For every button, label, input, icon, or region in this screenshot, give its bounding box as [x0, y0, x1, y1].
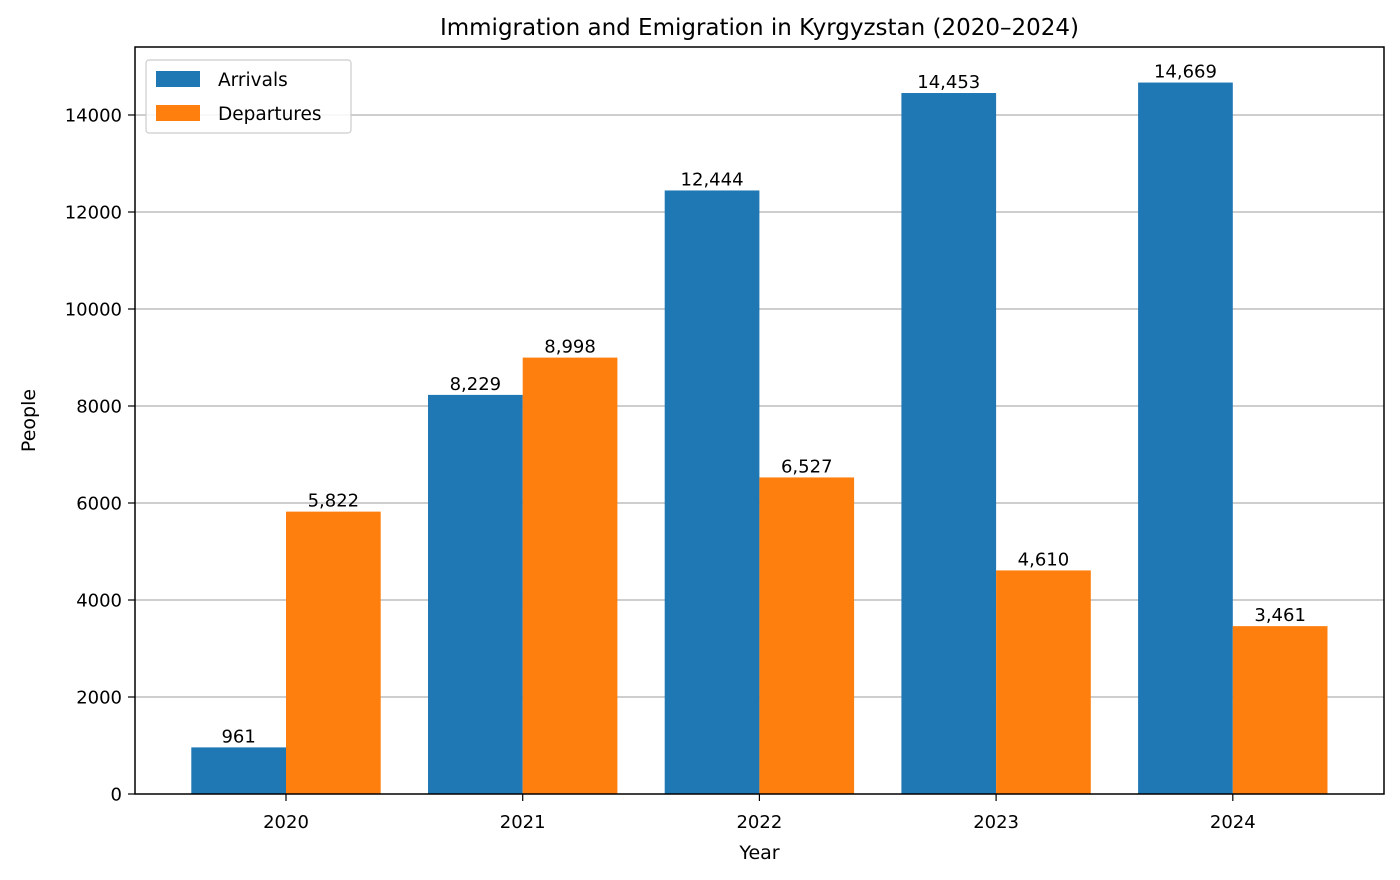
- bar-departures-2023: [996, 570, 1091, 794]
- bar-arrivals-2024: [1138, 82, 1233, 794]
- bar-arrivals-2021: [428, 394, 523, 794]
- legend-swatch-arrivals: [156, 71, 200, 87]
- legend-label-arrivals: Arrivals: [218, 70, 288, 91]
- y-tick-label: 14000: [65, 105, 122, 126]
- data-label-departures-2024: 3,461: [1254, 605, 1306, 626]
- y-tick-label: 0: [111, 785, 122, 806]
- data-label-arrivals-2023: 14,453: [917, 72, 980, 93]
- data-label-arrivals-2024: 14,669: [1154, 62, 1217, 83]
- y-tick-label: 12000: [65, 202, 122, 223]
- bar-departures-2020: [286, 511, 381, 794]
- data-label-departures-2021: 8,998: [544, 337, 596, 358]
- axis-ticks: 0 2000 4000 6000 8000 10000 12000 14000 2020 2021…: [65, 105, 1256, 833]
- x-tick-label: 2024: [1210, 812, 1256, 833]
- data-label-departures-2023: 4,610: [1018, 549, 1070, 570]
- data-label-arrivals-2021: 8,229: [450, 374, 502, 395]
- bar-departures-2021: [522, 357, 618, 794]
- bars: [191, 82, 1328, 795]
- x-tick-label: 2022: [736, 812, 782, 833]
- chart-title: Immigration and Emigration in Kyrgyzstan…: [440, 15, 1079, 41]
- legend: Arrivals Departures: [145, 59, 352, 134]
- bar-arrivals-2020: [191, 747, 286, 794]
- y-tick-label: 10000: [65, 299, 122, 320]
- data-label-arrivals-2022: 12,444: [681, 169, 744, 190]
- legend-label-departures: Departures: [218, 104, 322, 125]
- data-labels: 961 5,822 8,229 8,998 12,444 6,527 14,453 4,610…: [221, 62, 1305, 748]
- data-label-departures-2020: 5,822: [308, 491, 360, 512]
- x-tick-label: 2021: [500, 812, 546, 833]
- bar-departures-2022: [759, 477, 855, 794]
- legend-swatch-departures: [156, 105, 200, 121]
- y-axis-label: People: [18, 389, 40, 452]
- data-label-departures-2022: 6,527: [781, 456, 833, 477]
- y-tick-label: 2000: [76, 687, 122, 708]
- x-axis-label: Year: [738, 842, 779, 864]
- data-label-arrivals-2020: 961: [221, 726, 255, 747]
- y-tick-label: 8000: [76, 396, 122, 417]
- y-tick-label: 6000: [76, 493, 122, 514]
- bar-departures-2024: [1232, 626, 1328, 794]
- x-tick-label: 2023: [973, 812, 1019, 833]
- bar-arrivals-2023: [901, 93, 997, 795]
- bar-arrivals-2022: [664, 190, 760, 795]
- x-tick-label: 2020: [263, 812, 309, 833]
- y-tick-label: 4000: [76, 590, 122, 611]
